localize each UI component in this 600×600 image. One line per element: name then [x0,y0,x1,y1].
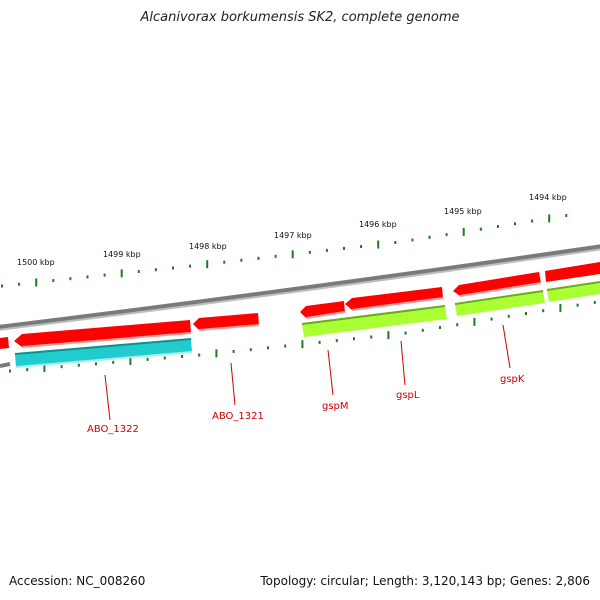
inner-backbone [0,362,11,368]
gene-label-gspl[interactable]: gspL [396,390,420,401]
kbp-label: 1500 kbp [17,258,55,267]
reverse-gene[interactable] [547,282,600,302]
kbp-label: 1494 kbp [529,193,567,202]
label-leaders [104,324,511,421]
kbp-label: 1498 kbp [189,242,227,251]
reverse-gene[interactable] [455,291,545,316]
outer-tick-track [1,214,568,288]
forward-gene[interactable] [453,272,541,296]
reverse-gene[interactable] [15,339,192,367]
kbp-label: 1496 kbp [359,220,397,229]
forward-gene[interactable] [14,320,191,347]
gene-label-abo-1321[interactable]: ABO_1321 [212,411,264,422]
genome-backbone [0,244,600,329]
reverse-gene-track [14,281,600,368]
forward-gene[interactable] [0,337,9,349]
genome-backbone-shadow [0,248,600,331]
forward-gene[interactable] [345,287,443,310]
map-title: Alcanivorax borkumensis SK2, complete ge… [140,10,460,25]
forward-gene-track [0,262,600,349]
kbp-label: 1495 kbp [444,207,482,216]
gene-label-gspk[interactable]: gspK [500,374,525,385]
accession-text: Accession: NC_008260 [9,574,146,588]
forward-gene[interactable] [300,301,345,318]
gene-label-gspm[interactable]: gspM [322,401,349,412]
reverse-gene[interactable] [302,306,447,337]
gene-label-abo-1322[interactable]: ABO_1322 [87,424,139,435]
kbp-label: 1497 kbp [274,231,312,240]
forward-gene[interactable] [545,262,600,282]
kbp-label: 1499 kbp [103,250,141,259]
genome-summary-text: Topology: circular; Length: 3,120,143 bp… [260,574,590,588]
